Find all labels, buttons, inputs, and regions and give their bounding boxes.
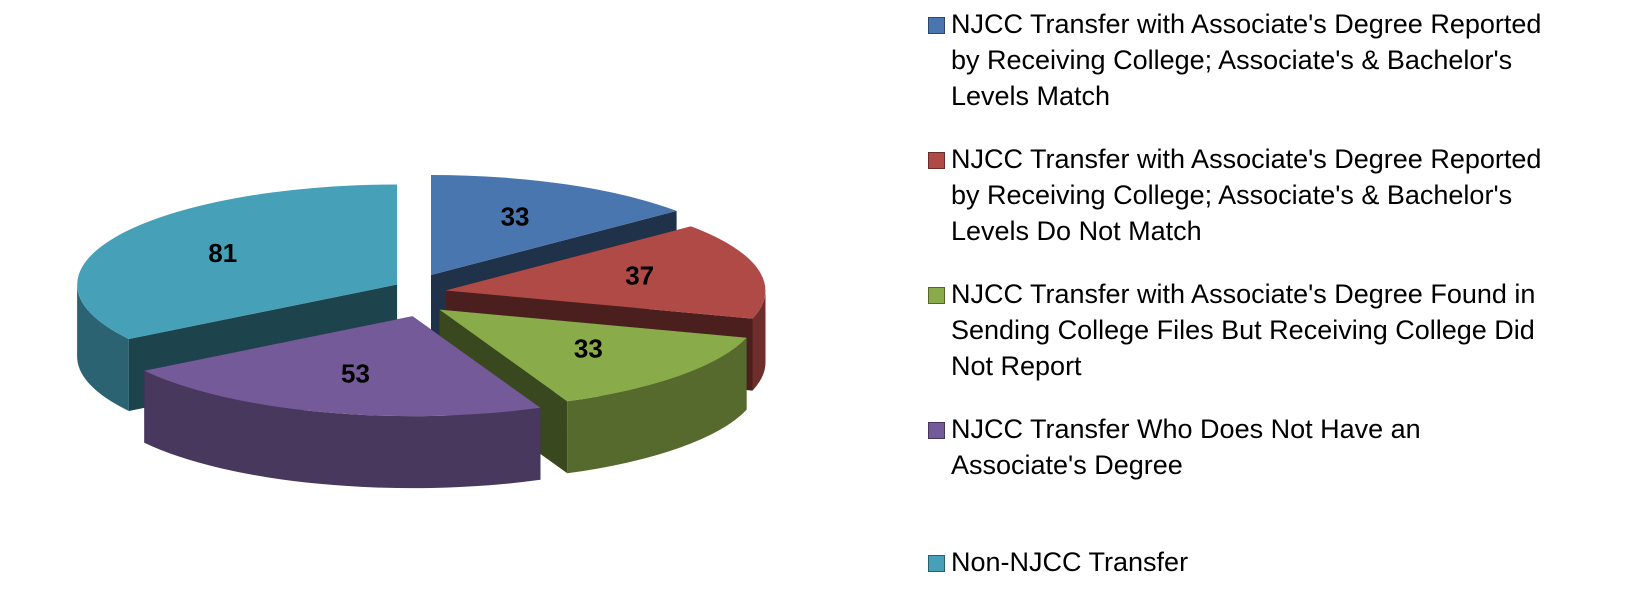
slice-wall xyxy=(77,284,129,411)
legend-swatch xyxy=(928,17,945,34)
legend-item: NJCC Transfer with Associate's Degree Re… xyxy=(928,141,1548,249)
legend-item: Non-NJCC Transfer xyxy=(928,544,1548,580)
data-label: 33 xyxy=(501,202,530,232)
legend-swatch xyxy=(928,287,945,304)
slice-top xyxy=(439,309,747,402)
slice-wall xyxy=(144,370,541,489)
legend-label: NJCC Transfer with Associate's Degree Re… xyxy=(951,9,1542,111)
slice-top xyxy=(144,316,541,417)
data-label: 33 xyxy=(574,333,603,363)
data-label: 81 xyxy=(208,238,237,268)
slice-top xyxy=(445,226,766,319)
pie-plot: 33 37 33 53 81 xyxy=(77,175,766,489)
slice-top xyxy=(431,175,677,275)
legend-item: NJCC Transfer Who Does Not Have an Assoc… xyxy=(928,411,1548,483)
legend-swatch xyxy=(928,152,945,169)
legend-label: NJCC Transfer with Associate's Degree Fo… xyxy=(951,279,1536,381)
legend-item: NJCC Transfer with Associate's Degree Re… xyxy=(928,6,1548,114)
legend-swatch xyxy=(928,422,945,439)
pie-slice xyxy=(144,316,541,489)
data-label: 37 xyxy=(625,261,654,291)
slice-top xyxy=(77,184,398,339)
legend-label: NJCC Transfer Who Does Not Have an Assoc… xyxy=(951,414,1421,480)
data-label: 53 xyxy=(341,358,370,388)
legend-label: Non-NJCC Transfer xyxy=(951,547,1189,577)
legend-swatch xyxy=(928,555,945,572)
slice-wall xyxy=(567,337,747,474)
slice-wall xyxy=(752,290,766,391)
legend-label: NJCC Transfer with Associate's Degree Re… xyxy=(951,144,1542,246)
legend-item: NJCC Transfer with Associate's Degree Fo… xyxy=(928,276,1548,384)
